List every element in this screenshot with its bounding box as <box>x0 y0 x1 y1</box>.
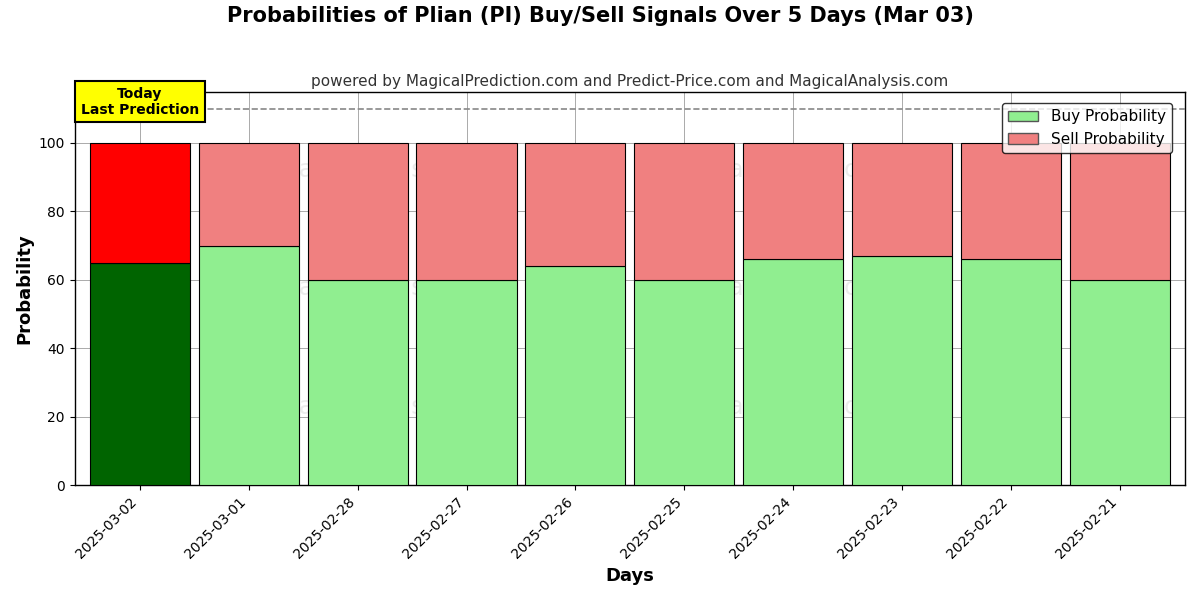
Text: Today
Last Prediction: Today Last Prediction <box>80 87 199 117</box>
Bar <box>416 280 517 485</box>
Bar <box>634 280 734 485</box>
Bar <box>1069 280 1170 485</box>
Bar <box>416 143 517 280</box>
Bar <box>307 280 408 485</box>
X-axis label: Days: Days <box>605 567 654 585</box>
Text: MagicalPrediction.com: MagicalPrediction.com <box>655 158 937 182</box>
Bar <box>1069 143 1170 280</box>
Y-axis label: Probability: Probability <box>16 233 34 344</box>
Bar <box>526 143 625 266</box>
Title: powered by MagicalPrediction.com and Predict-Price.com and MagicalAnalysis.com: powered by MagicalPrediction.com and Pre… <box>311 74 948 89</box>
Bar <box>90 263 190 485</box>
Text: calAnalysis.com: calAnalysis.com <box>286 158 486 182</box>
Bar <box>199 245 299 485</box>
Legend: Buy Probability, Sell Probability: Buy Probability, Sell Probability <box>1002 103 1172 153</box>
Bar <box>743 259 844 485</box>
Bar <box>852 256 952 485</box>
Bar <box>852 143 952 256</box>
Bar <box>634 143 734 280</box>
Bar <box>743 143 844 259</box>
Bar <box>307 143 408 280</box>
Text: calAnalysis.com: calAnalysis.com <box>286 277 486 301</box>
Text: calAnalysis.com: calAnalysis.com <box>286 395 486 419</box>
Bar <box>526 266 625 485</box>
Bar <box>199 143 299 245</box>
Text: MagicalPrediction.com: MagicalPrediction.com <box>655 277 937 301</box>
Bar <box>961 143 1061 259</box>
Bar <box>90 143 190 263</box>
Bar <box>961 259 1061 485</box>
Text: Probabilities of Plian (PI) Buy/Sell Signals Over 5 Days (Mar 03): Probabilities of Plian (PI) Buy/Sell Sig… <box>227 6 973 26</box>
Text: MagicalPrediction.com: MagicalPrediction.com <box>655 395 937 419</box>
